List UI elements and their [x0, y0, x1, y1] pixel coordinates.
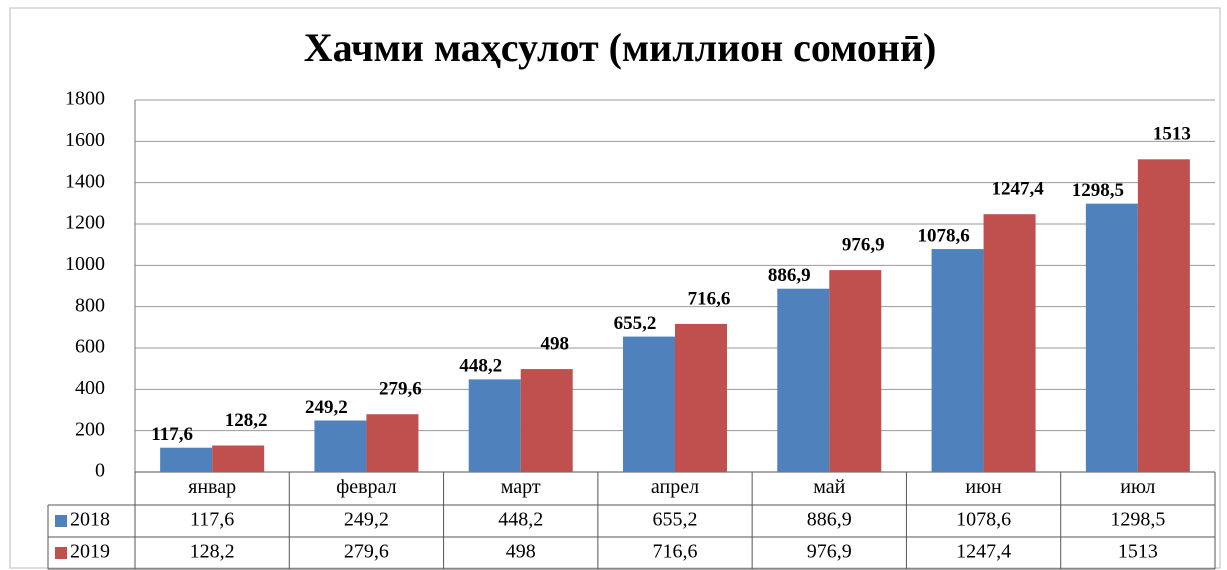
value-label: 128,2 [225, 410, 268, 431]
value-label: 1078,6 [917, 225, 969, 246]
table-cell: 655,2 [653, 509, 698, 531]
table-cell: 976,9 [807, 541, 852, 563]
y-tick-label: 400 [75, 377, 105, 399]
table-cell: 1513 [1118, 541, 1158, 563]
value-label: 886,9 [768, 265, 811, 286]
value-label: 448,2 [459, 356, 502, 377]
value-label: 498 [540, 333, 569, 354]
bar [623, 336, 675, 472]
table-cell: 886,9 [807, 509, 852, 531]
y-tick-label: 800 [75, 294, 105, 316]
bar [468, 379, 521, 472]
y-tick-label: 1600 [65, 129, 105, 151]
x-tick-label: апрел [651, 476, 699, 498]
bar [983, 214, 1036, 473]
legend-swatch [55, 515, 67, 527]
y-tick-label: 1200 [65, 212, 105, 234]
value-label: 716,6 [688, 288, 731, 309]
y-tick-label: 0 [95, 460, 105, 482]
bar [931, 249, 984, 472]
bar [829, 270, 882, 472]
table-cell: 249,2 [344, 509, 389, 531]
legend-label: 2018 [70, 509, 110, 531]
bar [520, 369, 573, 472]
bar [1085, 203, 1138, 473]
value-label: 249,2 [305, 397, 348, 418]
x-tick-label: июл [1120, 476, 1155, 498]
x-tick-label: январ [188, 476, 236, 498]
x-tick-label: феврал [336, 476, 396, 498]
y-tick-label: 200 [75, 418, 105, 440]
x-tick-label: март [501, 476, 541, 498]
table-cell: 1298,5 [1110, 509, 1165, 531]
bar [314, 420, 367, 472]
table-cell: 279,6 [344, 541, 389, 563]
y-tick-label: 1400 [65, 170, 105, 192]
bar [366, 414, 419, 472]
bar [160, 447, 213, 472]
bar [1137, 159, 1190, 472]
table-cell: 1078,6 [956, 509, 1011, 531]
y-tick-label: 1800 [65, 88, 105, 110]
table-cell: 1247,4 [956, 541, 1011, 563]
legend-swatch [55, 547, 67, 559]
value-label: 279,6 [379, 379, 422, 400]
bar [675, 323, 727, 472]
value-label: 1513 [1153, 124, 1191, 145]
value-label: 976,9 [842, 234, 885, 255]
y-tick-label: 600 [75, 336, 105, 358]
value-label: 1298,5 [1072, 180, 1124, 201]
table-cell: 128,2 [190, 541, 235, 563]
bar [777, 288, 830, 472]
legend-label: 2019 [70, 541, 110, 563]
chart-title: Хачми маҳсулот (миллион сомонӣ) [304, 25, 937, 70]
table-cell: 448,2 [498, 509, 543, 531]
bar [212, 445, 265, 472]
table-cell: 117,6 [190, 509, 234, 531]
value-label: 655,2 [614, 313, 657, 334]
value-label: 117,6 [151, 424, 193, 445]
value-label: 1247,4 [991, 179, 1044, 200]
y-tick-label: 1000 [65, 253, 105, 275]
x-tick-label: июн [965, 476, 1002, 498]
table-cell: 716,6 [653, 541, 698, 563]
table-cell: 498 [506, 541, 536, 563]
x-tick-label: май [813, 476, 845, 498]
